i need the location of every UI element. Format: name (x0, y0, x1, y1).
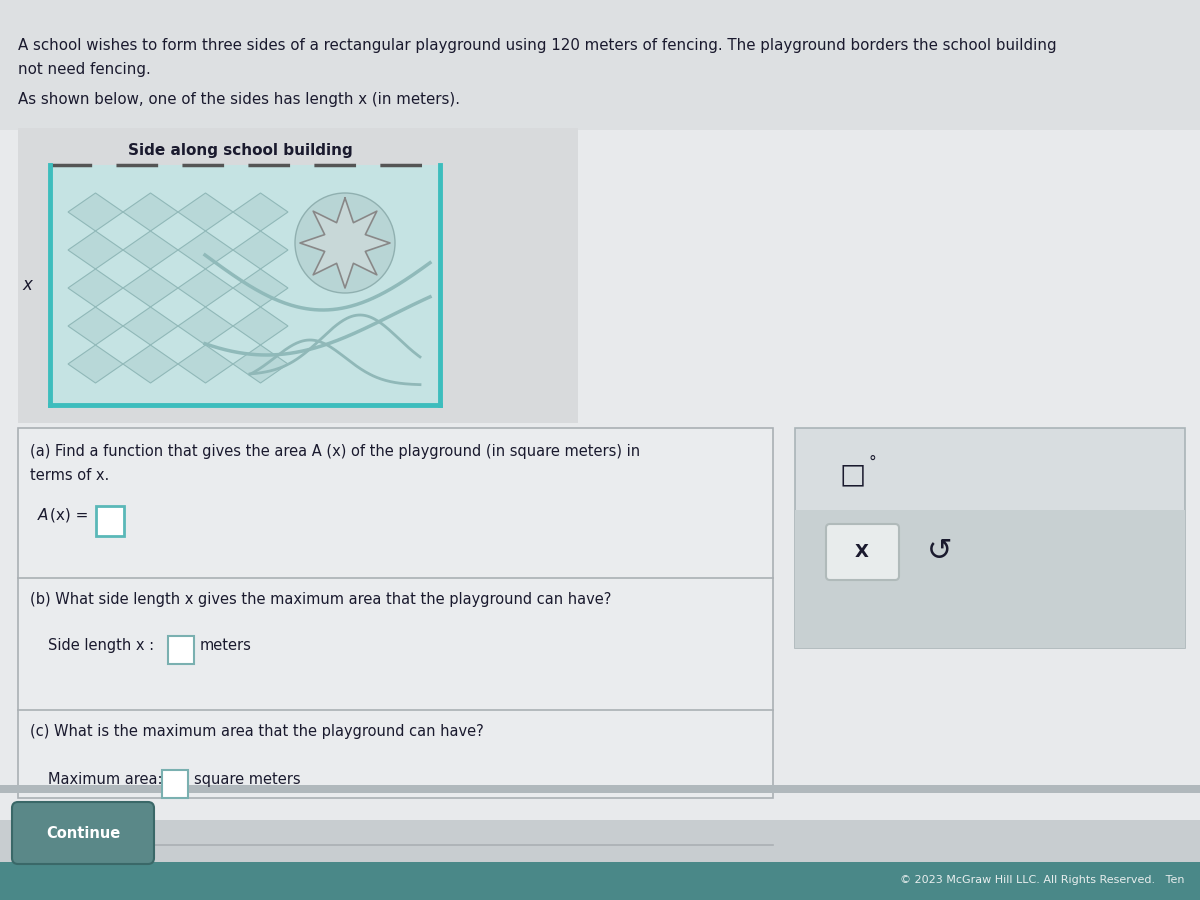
Polygon shape (68, 269, 124, 307)
Bar (0, 862, 1200, 900)
Bar (96, 506, 124, 536)
Polygon shape (124, 345, 178, 383)
Text: meters: meters (200, 638, 252, 653)
Text: Continue: Continue (46, 825, 120, 841)
Bar (796, 428, 1186, 648)
Polygon shape (68, 231, 124, 269)
Polygon shape (233, 307, 288, 345)
Polygon shape (233, 193, 288, 231)
Bar (18, 428, 773, 798)
Polygon shape (233, 345, 288, 383)
Polygon shape (68, 307, 124, 345)
Text: °: ° (868, 455, 876, 470)
Polygon shape (178, 193, 233, 231)
Bar (162, 770, 188, 798)
Polygon shape (233, 231, 288, 269)
Text: A: A (38, 508, 48, 523)
Polygon shape (68, 193, 124, 231)
Bar (50, 165, 440, 405)
Polygon shape (178, 307, 233, 345)
FancyBboxPatch shape (826, 524, 899, 580)
Text: (b) What side length x gives the maximum area that the playground can have?: (b) What side length x gives the maximum… (30, 592, 611, 607)
Text: Side length x :: Side length x : (48, 638, 158, 653)
Bar (168, 636, 194, 664)
Polygon shape (233, 269, 288, 307)
Text: □: □ (840, 460, 866, 488)
Bar (18, 128, 578, 423)
Circle shape (295, 193, 395, 293)
Polygon shape (68, 345, 124, 383)
Polygon shape (178, 269, 233, 307)
Text: Maximum area:: Maximum area: (48, 772, 167, 787)
Text: Side along school building: Side along school building (127, 143, 353, 158)
Text: ↺: ↺ (928, 537, 953, 566)
Text: As shown below, one of the sides has length x (in meters).: As shown below, one of the sides has len… (18, 92, 460, 107)
Polygon shape (300, 198, 390, 288)
Text: not need fencing.: not need fencing. (18, 62, 151, 77)
Text: x: x (22, 276, 32, 294)
Bar (0, 0, 1200, 130)
Text: © 2023 McGraw Hill LLC. All Rights Reserved.   Ten: © 2023 McGraw Hill LLC. All Rights Reser… (900, 875, 1186, 885)
Text: X: X (856, 543, 869, 561)
Polygon shape (124, 307, 178, 345)
Polygon shape (178, 231, 233, 269)
Polygon shape (178, 345, 233, 383)
Polygon shape (124, 193, 178, 231)
Text: A school wishes to form three sides of a rectangular playground using 120 meters: A school wishes to form three sides of a… (18, 38, 1057, 53)
Text: square meters: square meters (194, 772, 301, 787)
Text: (c) What is the maximum area that the playground can have?: (c) What is the maximum area that the pl… (30, 724, 484, 739)
FancyBboxPatch shape (12, 802, 154, 864)
Text: (a) Find a function that gives the area A (x) of the playground (in square meter: (a) Find a function that gives the area … (30, 444, 640, 459)
Polygon shape (124, 269, 178, 307)
Bar (796, 510, 1186, 648)
Bar (0, 785, 1200, 793)
Text: (x) =: (x) = (50, 508, 89, 523)
Polygon shape (124, 231, 178, 269)
Text: terms of x.: terms of x. (30, 468, 109, 483)
